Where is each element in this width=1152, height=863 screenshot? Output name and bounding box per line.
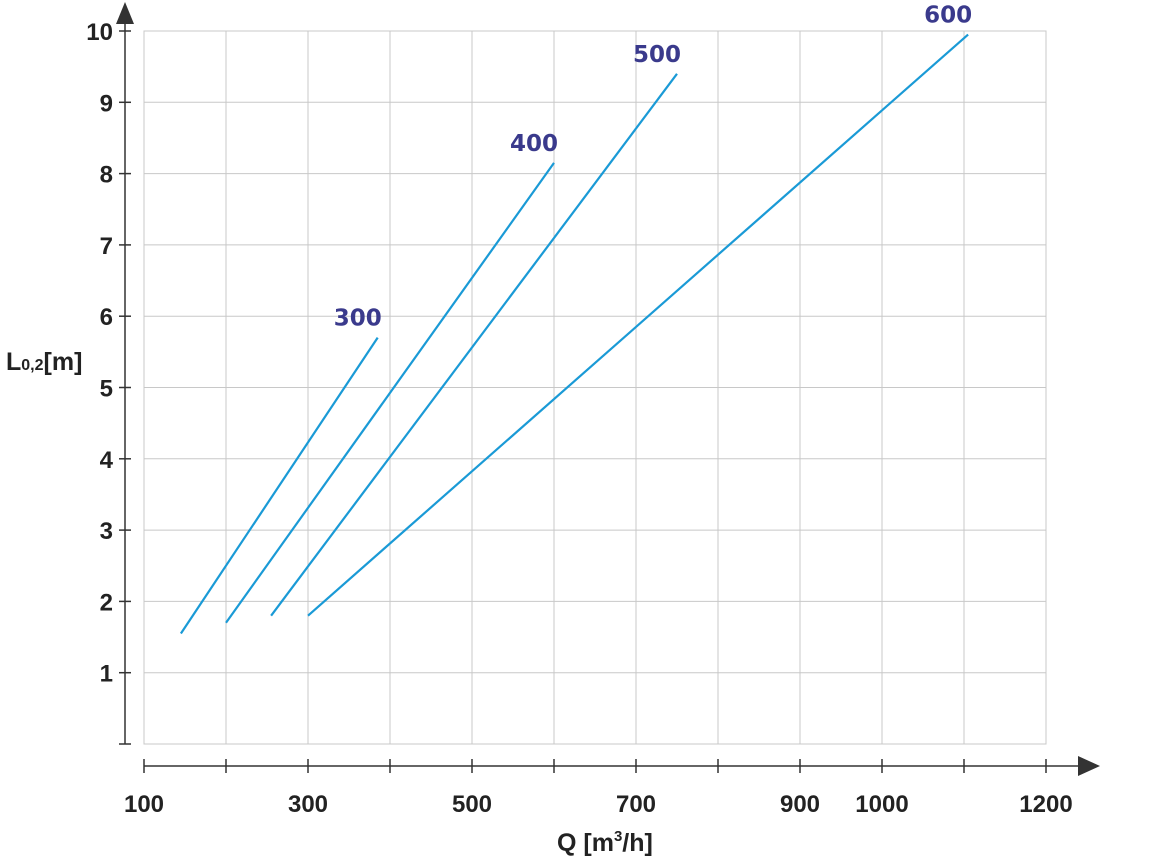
x-tick-label: 300: [288, 791, 328, 818]
series-line-500: [270, 73, 678, 617]
ticks: 1 2 3 4 5 6 7 8 9 10 100 300 500 700 900 1000 1200: [86, 19, 1072, 818]
y-tick-label: 6: [100, 304, 113, 331]
x-tick-label: 100: [124, 791, 164, 818]
y-tick-label: 10: [86, 19, 113, 46]
series-labels: 300 400 500 600: [334, 3, 972, 332]
y-axis-arrow-icon: [116, 2, 134, 24]
y-tick-label: 2: [100, 589, 113, 616]
series-line-300: [179, 336, 379, 635]
y-tick-label: 8: [100, 162, 113, 189]
y-axis-title-unit: [m]: [44, 348, 83, 376]
series-line-400: [225, 162, 555, 624]
x-tick-label: 700: [616, 791, 656, 818]
x-axis-title: Q [m3/h]: [557, 828, 653, 857]
axes: [116, 2, 1100, 776]
y-tick-label: 4: [100, 447, 114, 474]
x-axis-arrow-icon: [1078, 756, 1100, 776]
x-axis-title-sup: 3: [614, 828, 622, 845]
x-tick-label: 900: [780, 791, 820, 818]
series-label-400: 400: [510, 131, 558, 157]
y-tick-label: 7: [100, 233, 113, 260]
x-axis-title-end: /h]: [622, 829, 653, 857]
y-tick-label: 5: [100, 376, 113, 403]
y-tick-label: 9: [100, 90, 113, 117]
y-axis-title-sub: 0,2: [21, 357, 43, 374]
x-axis-title-main: Q [m: [557, 829, 614, 857]
grid: [143, 30, 1047, 745]
series-label-300: 300: [334, 306, 382, 332]
y-axis-title: L0,2[m]: [6, 348, 82, 376]
series-label-500: 500: [633, 42, 681, 68]
series-lines: [179, 33, 969, 635]
x-tick-label: 500: [452, 791, 492, 818]
y-tick-label: 3: [100, 518, 113, 545]
series-label-600: 600: [924, 3, 972, 29]
x-tick-label: 1200: [1019, 791, 1072, 818]
y-axis-title-main: L: [6, 348, 21, 376]
series-line-600: [307, 33, 969, 617]
x-tick-label: 1000: [855, 791, 908, 818]
y-tick-label: 1: [100, 661, 113, 688]
